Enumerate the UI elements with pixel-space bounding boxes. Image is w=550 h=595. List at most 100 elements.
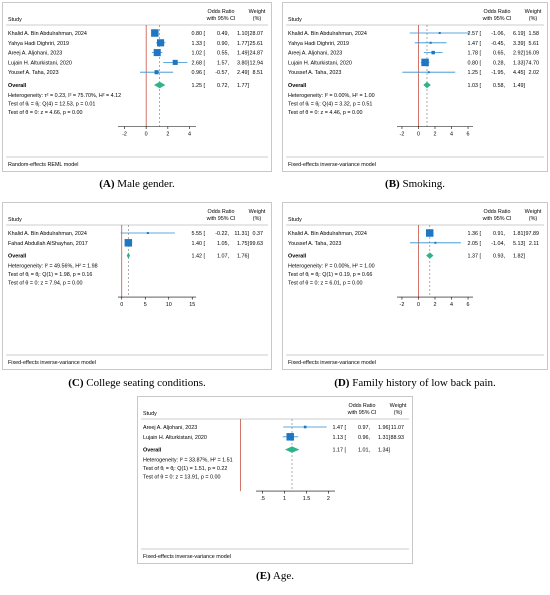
study-weight-value: 28.07 bbox=[250, 31, 264, 37]
study-label: Youssef A. Taha, 2023 bbox=[288, 70, 341, 76]
caption-a: (A) Male gender. bbox=[99, 178, 175, 190]
header-weight-unit: (%) bbox=[253, 16, 262, 22]
header-study: Study bbox=[288, 17, 302, 23]
study-weight-square bbox=[421, 58, 429, 67]
test-statistic: Heterogeneity: I² = 49.56%, H² = 1.98 bbox=[8, 264, 98, 270]
study-ci-high: 3.80] bbox=[237, 60, 249, 66]
header-weight-unit: (%) bbox=[394, 410, 403, 416]
study-weight-square bbox=[438, 32, 441, 34]
x-tick-label: -2 bbox=[122, 132, 127, 138]
study-weight-square bbox=[286, 433, 294, 441]
study-or-value: 2.68 [ bbox=[192, 60, 206, 66]
study-label: Lujain H. Alturkistani, 2020 bbox=[143, 435, 207, 441]
study-or-value: 2.57 [ bbox=[468, 31, 482, 37]
x-tick-label: 4 bbox=[450, 302, 453, 308]
study-ci-high: 1.49] bbox=[237, 51, 249, 57]
header-odds-ratio: Odds Ratio bbox=[484, 209, 511, 215]
study-ci-low: 0.55, bbox=[217, 51, 229, 57]
study-weight-value: 2.02 bbox=[529, 70, 540, 76]
header-ci: with 95% CI bbox=[482, 16, 512, 22]
study-weight-value: 8.51 bbox=[253, 70, 264, 76]
x-tick-label: .5 bbox=[260, 496, 265, 502]
study-weight-square bbox=[427, 71, 430, 74]
test-statistic: Heterogeneity: I² = 0.00%, H² = 1.00 bbox=[288, 264, 375, 270]
study-label: Yahya Hadi Dighriri, 2019 bbox=[288, 41, 349, 47]
x-tick-label: 1 bbox=[283, 496, 286, 502]
study-weight-value: 24.87 bbox=[250, 51, 264, 57]
study-or-value: 1.47 [ bbox=[468, 41, 482, 47]
overall-ci-low: 1.01, bbox=[358, 448, 370, 454]
overall-ci-high: 1.82] bbox=[513, 254, 525, 260]
study-or-value: 0.96 [ bbox=[192, 70, 206, 76]
header-ci: with 95% CI bbox=[347, 410, 377, 416]
study-label: Fahad Abdullah AlShayhan, 2017 bbox=[8, 241, 88, 247]
study-label: Khalid A. Bin Abdulrahman, 2024 bbox=[8, 231, 87, 237]
study-or-value: 1.13 [ bbox=[333, 435, 347, 441]
study-weight-value: 16.09 bbox=[526, 51, 540, 57]
test-statistic: Test of θᵢ = θⱼ: Q(1) = 1.98, p = 0.16 bbox=[8, 272, 92, 278]
study-ci-high: 1.33] bbox=[513, 60, 525, 66]
study-or-value: 0.80 [ bbox=[468, 60, 482, 66]
study-or-value: 1.25 [ bbox=[468, 70, 482, 76]
test-statistic: Heterogeneity: I² = 33.87%, H² = 1.51 bbox=[143, 458, 233, 464]
study-ci-high: 3.39] bbox=[513, 41, 525, 47]
header-weight-unit: (%) bbox=[253, 216, 262, 222]
study-ci-low: 0.96, bbox=[358, 435, 370, 441]
study-or-value: 1.78 [ bbox=[468, 51, 482, 57]
header-weight: Weight bbox=[525, 9, 542, 15]
caption-c: (C) College seating conditions. bbox=[68, 377, 206, 389]
study-ci-low: 1.57, bbox=[217, 60, 229, 66]
study-weight-square bbox=[425, 229, 434, 237]
model-label: Random-effects REML model bbox=[8, 162, 78, 168]
overall-or-value: 1.03 [ bbox=[468, 83, 482, 89]
overall-label: Overall bbox=[8, 83, 27, 89]
header-study: Study bbox=[8, 217, 22, 223]
overall-ci-low: 1.07, bbox=[217, 254, 229, 260]
overall-or-value: 1.17 [ bbox=[333, 448, 347, 454]
study-ci-low: 0.65, bbox=[493, 51, 505, 57]
study-weight-square bbox=[303, 425, 307, 429]
overall-ci-high: 1.49] bbox=[513, 83, 525, 89]
study-weight-square bbox=[431, 50, 435, 55]
header-odds-ratio: Odds Ratio bbox=[208, 209, 235, 215]
study-ci-low: 0.97, bbox=[358, 425, 370, 431]
study-weight-value: 11.07 bbox=[391, 425, 404, 431]
overall-label: Overall bbox=[143, 448, 162, 454]
overall-or-value: 1.42 [ bbox=[192, 254, 206, 260]
forest-panel-d: Study Odds Ratio with 95% CI Weight (%) Khali… bbox=[282, 202, 548, 370]
study-or-value: 1.47 [ bbox=[333, 425, 347, 431]
header-ci: with 95% CI bbox=[206, 216, 236, 222]
study-weight-square bbox=[156, 39, 165, 47]
x-tick-label: 0 bbox=[417, 302, 420, 308]
x-tick-label: 10 bbox=[166, 302, 172, 308]
study-weight-value: 99.63 bbox=[250, 241, 264, 247]
study-ci-high: 4.45] bbox=[513, 70, 525, 76]
overall-label: Overall bbox=[288, 254, 307, 260]
study-weight-value: 74.70 bbox=[526, 60, 540, 66]
study-or-value: 1.02 [ bbox=[192, 51, 206, 57]
model-label: Fixed-effects inverse-variance model bbox=[288, 162, 376, 168]
test-statistic: Test of θ = 0: z = 4.66, p = 0.00 bbox=[8, 110, 82, 116]
study-weight-square bbox=[154, 70, 159, 75]
caption-d: (D) Family history of low back pain. bbox=[334, 377, 496, 389]
study-ci-low: -1.95, bbox=[491, 70, 505, 76]
header-odds-ratio: Odds Ratio bbox=[484, 9, 511, 15]
overall-diamond bbox=[423, 81, 431, 89]
test-statistic: Test of θ = 0: z = 7.94, p = 0.00 bbox=[8, 281, 82, 287]
x-tick-label: 2 bbox=[327, 496, 330, 502]
overall-ci-high: 1.34] bbox=[378, 448, 390, 454]
header-weight: Weight bbox=[525, 209, 542, 215]
study-ci-high: 2.92] bbox=[513, 51, 525, 57]
header-ci: with 95% CI bbox=[482, 216, 512, 222]
study-ci-high: 6.19] bbox=[513, 31, 525, 37]
study-ci-low: -0.22, bbox=[215, 231, 229, 237]
study-ci-low: -1.06, bbox=[491, 31, 505, 37]
study-ci-high: 11.31] bbox=[234, 231, 249, 237]
study-ci-high: 1.77] bbox=[237, 41, 249, 47]
x-tick-label: -2 bbox=[400, 302, 405, 308]
study-weight-value: 1.58 bbox=[529, 31, 540, 37]
study-label: Khalid A. Bin Abdulrahman, 2024 bbox=[288, 231, 367, 237]
